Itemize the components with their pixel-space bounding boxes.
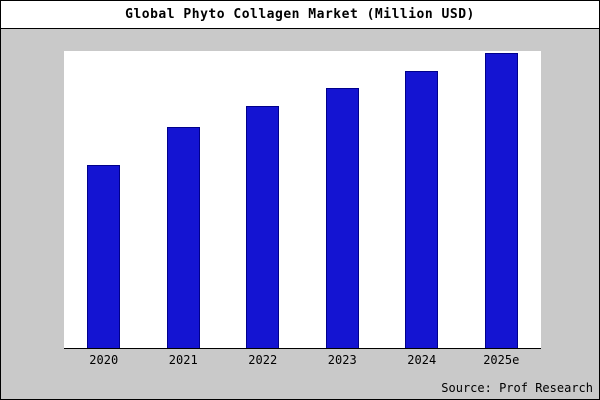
x-tick-label-2024: 2024 xyxy=(407,353,437,367)
source-attribution: Source: Prof Research xyxy=(441,381,593,395)
bar-2021 xyxy=(166,126,200,348)
chart-title-band: Global Phyto Collagen Market (Million US… xyxy=(1,1,599,29)
chart-title: Global Phyto Collagen Market (Million US… xyxy=(125,7,475,22)
bar-2020 xyxy=(87,165,121,348)
x-tick-label-2025e: 2025e xyxy=(483,353,520,367)
bar-column xyxy=(64,51,144,348)
bar-column xyxy=(462,51,542,348)
x-tick-label-2022: 2022 xyxy=(248,353,278,367)
x-tick-label-2021: 2021 xyxy=(168,353,198,367)
x-axis-labels: 2020 2021 2022 2023 2024 2025e xyxy=(64,353,541,367)
bar-column xyxy=(223,51,303,348)
x-tick-label-2023: 2023 xyxy=(327,353,357,367)
bar-2023 xyxy=(325,88,359,348)
bar-2025e xyxy=(484,53,518,348)
bar-column xyxy=(303,51,383,348)
x-tick-label-2020: 2020 xyxy=(89,353,119,367)
plot-area xyxy=(64,51,541,349)
bar-column xyxy=(382,51,462,348)
bar-column xyxy=(144,51,224,348)
bar-2022 xyxy=(246,106,280,348)
bar-2024 xyxy=(405,70,439,348)
